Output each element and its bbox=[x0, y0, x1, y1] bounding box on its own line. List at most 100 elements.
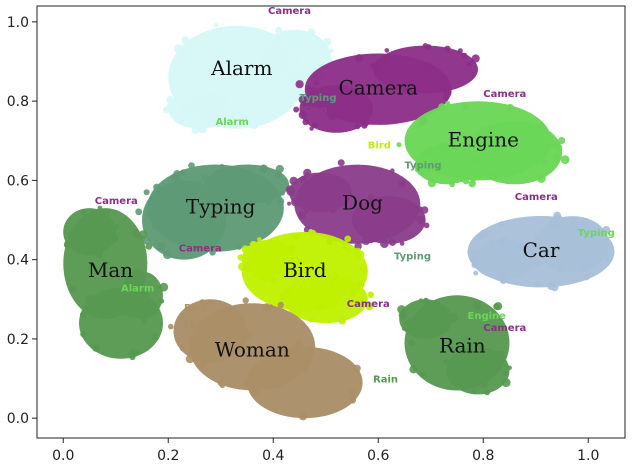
scatter-point bbox=[245, 266, 251, 272]
scatter-point bbox=[64, 243, 69, 248]
scatter-point bbox=[534, 280, 541, 288]
scatter-point bbox=[328, 113, 336, 121]
cluster-engine bbox=[396, 100, 570, 188]
scatter-point bbox=[196, 180, 202, 186]
cluster-blob bbox=[535, 216, 610, 272]
scatter-point bbox=[445, 100, 451, 107]
scatter-point bbox=[400, 314, 406, 319]
scatter-point bbox=[268, 349, 276, 357]
cluster-dog bbox=[285, 159, 430, 250]
scatter-point bbox=[405, 318, 413, 326]
scatter-point bbox=[205, 243, 211, 249]
scatter-point bbox=[308, 86, 318, 96]
cluster-blob bbox=[63, 208, 116, 256]
point-text-label: Alarm bbox=[121, 283, 154, 294]
scatter-point bbox=[353, 87, 358, 93]
scatter-point bbox=[275, 164, 284, 174]
scatter-point bbox=[550, 262, 557, 268]
scatter-point bbox=[257, 237, 262, 242]
scatter-point bbox=[269, 304, 274, 309]
scatter-point bbox=[366, 302, 373, 308]
scatter-point bbox=[537, 174, 546, 183]
scatter-point bbox=[468, 341, 475, 349]
point-text-label: Camera bbox=[95, 196, 138, 207]
scatter-point bbox=[193, 356, 199, 362]
scatter-point bbox=[95, 250, 103, 258]
scatter-point bbox=[150, 204, 156, 211]
scatter-point bbox=[128, 349, 138, 358]
cluster-blob bbox=[173, 299, 248, 363]
point-text-label: Camera bbox=[347, 299, 390, 310]
cluster-blob bbox=[142, 180, 226, 260]
scatter-point bbox=[462, 52, 468, 58]
scatter-point bbox=[496, 275, 502, 280]
scatter-point bbox=[396, 142, 402, 148]
scatter-point bbox=[416, 215, 425, 225]
scatter-point bbox=[306, 179, 315, 189]
scatter-point bbox=[254, 174, 263, 184]
scatter-point bbox=[539, 122, 545, 128]
cluster-label-woman: Woman bbox=[215, 337, 290, 361]
scatter-point bbox=[302, 118, 310, 126]
scatter-point bbox=[471, 54, 480, 63]
scatter-point bbox=[179, 92, 187, 100]
scatter-point bbox=[355, 54, 364, 63]
scatter-point bbox=[212, 242, 218, 248]
scatter-point bbox=[280, 191, 285, 196]
scatter-point bbox=[534, 234, 539, 240]
scatter-point bbox=[302, 368, 308, 375]
scatter-point bbox=[409, 365, 418, 374]
scatter-point bbox=[397, 305, 406, 314]
scatter-point bbox=[153, 183, 161, 191]
cluster-bird bbox=[237, 228, 375, 325]
x-axis-ticks: 0.0 0.2 0.4 0.6 0.8 1.0 bbox=[52, 438, 599, 464]
scatter-point bbox=[236, 244, 242, 250]
scatter-point bbox=[500, 278, 507, 285]
cluster-rain bbox=[397, 295, 512, 396]
scatter-point bbox=[390, 168, 395, 173]
scatter-point bbox=[425, 166, 432, 173]
scatter-point bbox=[424, 62, 434, 72]
scatter-point bbox=[120, 308, 127, 316]
scatter-point bbox=[214, 88, 223, 98]
scatter-point bbox=[291, 198, 300, 207]
scatter-point bbox=[243, 379, 252, 388]
scatter-point bbox=[138, 281, 143, 286]
scatter-point bbox=[120, 300, 126, 306]
scatter-point bbox=[354, 247, 361, 254]
scatter-point bbox=[214, 354, 222, 362]
scatter-point bbox=[276, 197, 285, 206]
scatter-point bbox=[127, 273, 132, 278]
scatter-point bbox=[268, 35, 275, 43]
point-text-label: Alarm bbox=[216, 117, 249, 128]
stray-label-layer: Camera Camera Camera Camera Camera Camera Came… bbox=[95, 6, 615, 386]
point-text-label: Camera bbox=[268, 6, 311, 17]
scatter-point bbox=[83, 213, 93, 223]
scatter-point bbox=[210, 188, 216, 194]
scatter-point bbox=[366, 237, 372, 242]
scatter-point bbox=[308, 317, 315, 323]
scatter-point bbox=[220, 164, 225, 169]
cluster-blob bbox=[446, 346, 510, 395]
scatter-point bbox=[253, 387, 261, 396]
scatter-point bbox=[109, 225, 115, 231]
scatter-point bbox=[240, 318, 245, 323]
scatter-point bbox=[370, 63, 376, 69]
scatter-point bbox=[479, 229, 488, 238]
cluster-label-dog: Dog bbox=[342, 191, 383, 215]
scatter-point bbox=[219, 382, 226, 389]
scatter-point bbox=[551, 284, 559, 292]
scatter-point bbox=[262, 303, 271, 312]
scatter-point bbox=[494, 302, 503, 311]
scatter-point bbox=[284, 301, 292, 309]
scatter-point bbox=[127, 313, 132, 318]
scatter-point bbox=[68, 285, 77, 293]
scatter-point bbox=[506, 104, 514, 112]
scatter-point bbox=[295, 80, 304, 89]
scatter-point bbox=[288, 244, 296, 252]
scatter-point bbox=[290, 29, 299, 39]
scatter-point bbox=[298, 412, 308, 421]
scatter-point bbox=[583, 218, 590, 224]
scatter-point bbox=[474, 133, 483, 142]
